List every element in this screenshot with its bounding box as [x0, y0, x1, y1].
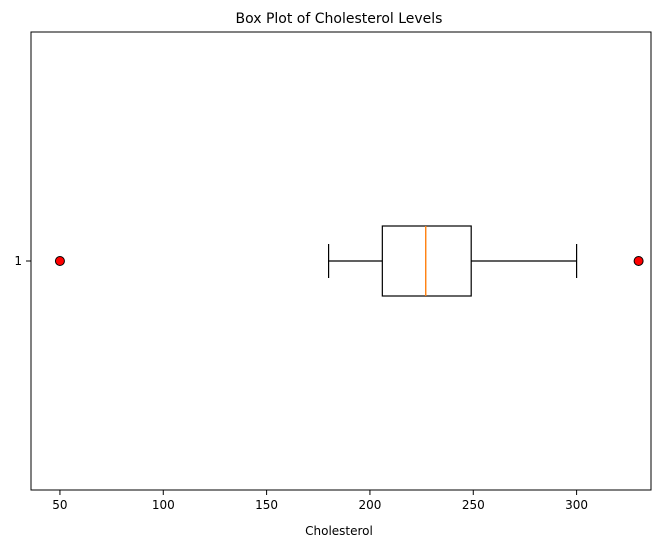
x-tick-label-0: 50	[52, 498, 67, 512]
x-axis-ticks: 50 100 150 200 250 300	[52, 490, 588, 512]
outlier-0-1	[633, 256, 644, 266]
x-tick-label-3: 200	[358, 498, 381, 512]
box-0	[381, 225, 472, 297]
y-tick-label-0: 1	[14, 254, 22, 268]
chart-title: Box Plot of Cholesterol Levels	[236, 11, 443, 27]
x-tick-label-4: 250	[462, 498, 485, 512]
outlier-0-0	[54, 256, 65, 266]
plot-content	[54, 225, 644, 297]
y-axis-ticks: 1	[14, 254, 31, 268]
x-tick-label-1: 100	[152, 498, 175, 512]
x-tick-label-2: 150	[255, 498, 278, 512]
x-tick-label-5: 300	[565, 498, 588, 512]
x-axis-label: Cholesterol	[305, 524, 373, 538]
